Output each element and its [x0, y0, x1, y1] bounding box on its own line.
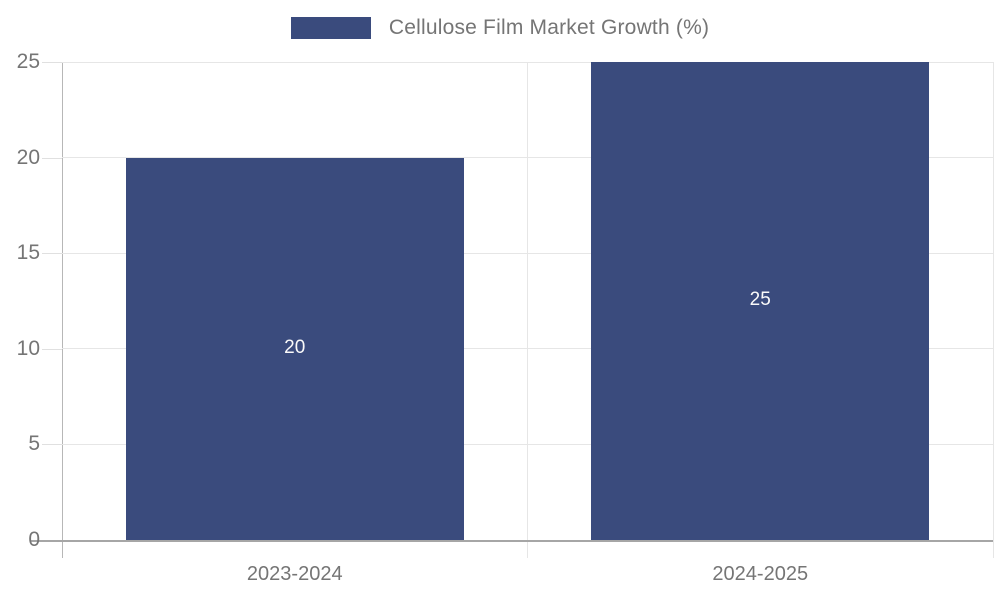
y-axis-label-20: 20	[16, 145, 40, 169]
x-axis-label-2023-2024: 2023-2024	[246, 563, 343, 585]
bar-2024-2025: 25	[591, 62, 930, 540]
legend: Cellulose Film Market Growth (%)	[0, 16, 1000, 40]
legend-label: Cellulose Film Market Growth (%)	[388, 16, 710, 39]
y-tick-10	[42, 348, 62, 350]
bar-2023-2024: 20	[125, 157, 464, 540]
plot-area: 20 25	[62, 61, 994, 558]
y-axis-label-5: 5	[28, 432, 40, 456]
y-axis-label-0: 0	[28, 528, 40, 551]
y-tick-15	[42, 253, 62, 255]
gridline-x-boundary-0	[527, 62, 528, 558]
y-axis-label-25: 25	[16, 50, 40, 73]
y-axis-label-15: 15	[16, 241, 40, 265]
y-tick-5	[42, 444, 62, 446]
y-tick-20	[42, 157, 62, 159]
bar-value-label-2023-2024: 20	[284, 336, 306, 358]
bar-value-label-2024-2025: 25	[749, 289, 771, 310]
y-axis-label-10: 10	[16, 336, 40, 360]
y-axis-line	[62, 62, 63, 558]
y-tick-25	[42, 62, 62, 63]
gridline-x-boundary-1	[992, 62, 994, 558]
x-axis-label-2024-2025: 2024-2025	[712, 563, 809, 585]
x-axis-line	[30, 540, 993, 542]
legend-swatch	[290, 17, 371, 39]
